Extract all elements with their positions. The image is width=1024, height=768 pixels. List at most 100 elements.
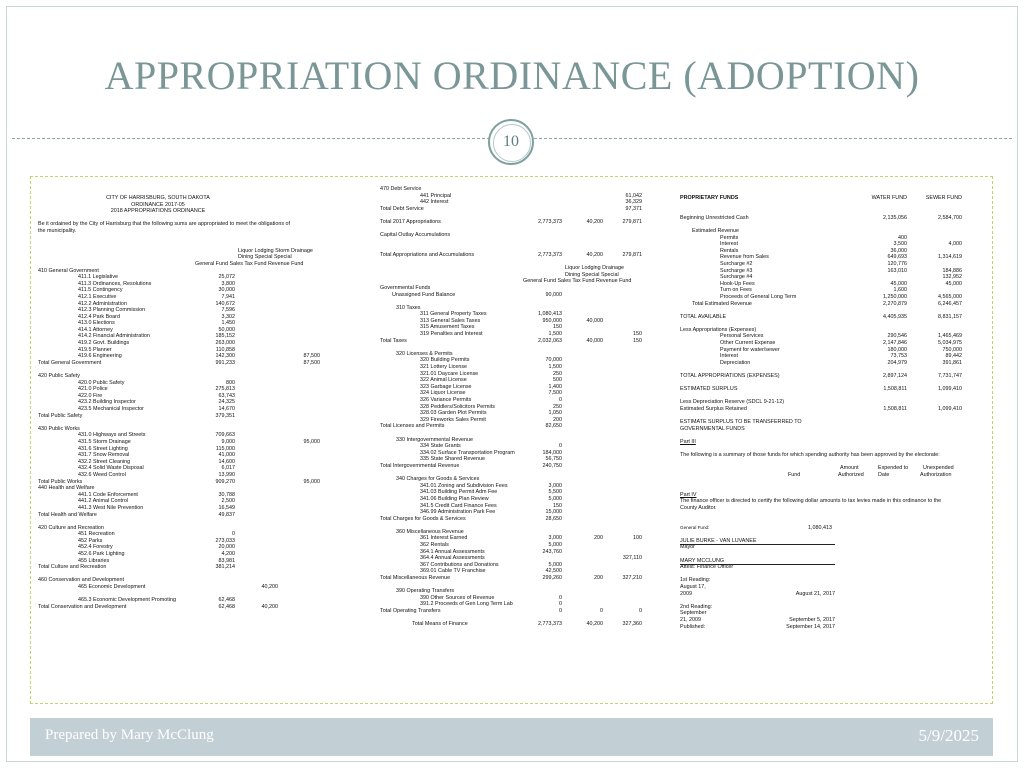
ledger-label: 364.1 Annual Assessments	[420, 548, 485, 555]
ledger-amount: 5,000	[548, 542, 563, 549]
ledger-amount: 7,596	[221, 307, 236, 314]
ledger-amount: 97,371	[625, 205, 643, 212]
ledger-row: 420.0 Public Safety 800	[38, 380, 328, 387]
ledger-amount: 0	[559, 608, 562, 614]
ledger-row: Total Health and Welfare 49,837	[38, 512, 328, 519]
ledger-row: 328 Peddlers/Solicitors Permits 250	[380, 404, 642, 411]
ledger-row: 321.01 Daycare License 250	[380, 371, 642, 378]
ledger-label: Personal Services	[720, 333, 764, 340]
title-divider-right	[534, 138, 1012, 139]
ledger-row: 431.6 Street Lighting 115,000	[38, 446, 328, 453]
ledger-label: 369.01 Cable TV Franchise	[420, 568, 486, 575]
ledger-label: Total Taxes	[380, 337, 407, 344]
ledger-amount: 800	[226, 379, 235, 386]
title-divider-left	[12, 138, 490, 139]
ledger-row: 329 Fireworks Sales Permit 200	[380, 417, 642, 424]
ledger-amount: 4,200	[221, 551, 236, 558]
ledger-amount: 40,200	[586, 621, 604, 628]
ledger-row: 410 General Government	[38, 268, 328, 275]
ledger-label: 432.6 Weed Control	[78, 471, 126, 478]
ledger-amount: 2,135,056	[883, 214, 907, 221]
ledger-row: ESTIMATE SURPLUS TO BE TRANSFERRED TO	[680, 419, 962, 426]
ledger-row	[380, 245, 642, 252]
mayor-title: Mayor	[680, 544, 695, 551]
ledger-amount: 2,147,846	[883, 340, 907, 347]
ledger-amount: 70,000	[545, 357, 563, 364]
officer-title: Attest: Finance Officer	[680, 564, 734, 571]
officer-signature: MARY MCCLUNG	[680, 558, 962, 566]
ledger-row: 441.1 Code Enforcement 30,788	[38, 492, 328, 499]
ledger-row: 431.5 Storm Drainage 9,000 95,000	[38, 439, 328, 446]
ledger-amount: 2,773,373	[538, 218, 562, 225]
ordinance-column-2: 470 Debt Service 441 Principal 61,042 442 I…	[380, 186, 642, 628]
ledger-label: Total General Government	[38, 359, 102, 366]
ledger-label: 431.5 Storm Drainage	[78, 438, 131, 445]
ledger-amount: 1,465,469	[938, 333, 962, 340]
ledger-amount: 3,000	[548, 535, 563, 542]
ledger-label: 432.2 Street Cleaning	[78, 458, 131, 465]
ledger-row: Estimated Revenue	[680, 228, 962, 235]
ledger-row: 310 Taxes	[380, 305, 642, 312]
ledger-row	[680, 366, 962, 373]
ledger-label: 328.03 Garden Plot Permits	[420, 410, 487, 417]
reading-row: 21, 2009 September 5, 2017	[680, 617, 962, 624]
ledger-amount: 1,450	[221, 320, 236, 327]
ledger-label: 390 Operating Transfers	[396, 588, 455, 595]
ledger-amount: 100	[633, 535, 642, 542]
ledger-label: 329 Fireworks Sales Permit	[420, 416, 486, 423]
ledger-row: 460 Conservation and Development	[38, 577, 328, 584]
intro-line: Be it ordained by the City of Harrisburg…	[38, 221, 291, 228]
ledger-row: Total 2017 Appropriations 2,773,373 40,200…	[380, 219, 642, 226]
ledger-row: 360 Miscellaneous Revenue	[380, 529, 642, 536]
ledger-row: 413.0 Elections 1,450	[38, 320, 328, 327]
ledger-label: 340 Charges for Goods & Services	[396, 476, 480, 483]
reading-row: Published: September 14, 2017	[680, 624, 962, 631]
ledger-row: 440 Health and Welfare	[38, 485, 328, 492]
ledger-amount: 40,200	[586, 218, 604, 225]
ledger-amount: 279,871	[622, 251, 643, 258]
ledger-row: ESTIMATED SURPLUS 1,508,811 1,099,410	[680, 386, 962, 393]
ledger-amount: 263,000	[215, 340, 236, 347]
ledger-amount: 7,500	[548, 390, 563, 397]
ledger-amount: 82,650	[545, 423, 563, 430]
ledger-amount: 909,270	[215, 478, 236, 485]
reading-label: 2nd Reading:	[680, 603, 713, 610]
ledger-label: 412.3 Planning Commission	[78, 307, 146, 314]
ledger-label: 321 Lottery License	[420, 364, 468, 371]
reading-row: August 17,	[680, 584, 962, 591]
ledger-amount: 20,000	[218, 544, 236, 551]
ledger-amount: 45,000	[945, 280, 963, 287]
ledger-amount: 8,831,157	[938, 313, 962, 320]
ledger-row: Total Public Safety 379,351	[38, 413, 328, 420]
ledger-row: Depreciation 204,979 391,861	[680, 360, 962, 367]
ledger-row	[680, 202, 962, 209]
doc-header-line: CITY OF HARRISBURG, SOUTH DAKOTA	[106, 195, 210, 201]
ledger-label: Total Public Safety	[38, 412, 83, 419]
ledger-label: 320 Building Permits	[420, 357, 470, 364]
ledger-label: 334.02 Surface Transportation Program	[420, 449, 515, 456]
ledger-label: 432.4 Solid Waste Disposal	[78, 465, 144, 472]
ledger-label: 420.0 Public Safety	[78, 379, 125, 386]
ledger-label: 414.1 Attorney	[78, 326, 113, 333]
ledger-label: Unassigned Fund Balance	[392, 291, 456, 298]
ledger-label: 423.2 Building Inspector	[78, 399, 136, 406]
ledger-amount: 273,033	[215, 537, 236, 544]
ledger-amount: 2,773,373	[538, 251, 562, 258]
ledger-row	[380, 298, 642, 305]
ledger-row: Governmental Funds	[380, 285, 642, 292]
ledger-row: 321 Lottery License 1,500	[380, 364, 642, 371]
ledger-amount: 115,000	[215, 445, 235, 452]
ledger-amount: 40,000	[586, 317, 604, 324]
ledger-amount: 1,400	[548, 383, 563, 390]
proprietary-header: PROPRIETARY FUNDS WATER FUND SEWER FUND	[680, 195, 962, 201]
reading-row: 2nd Reading:	[680, 604, 962, 611]
ledger-amount: 1,050	[548, 410, 563, 417]
ledger-label: 341.5 Credit Card Finance Fees	[420, 502, 497, 509]
ledger-row: 364.1 Annual Assessments 243,760	[380, 549, 642, 556]
ledger-label: 423.5 Mechanical Inspector	[78, 406, 144, 412]
ledger-label: 321.01 Daycare License	[420, 370, 479, 377]
ledger-label: 441 Principal	[420, 192, 452, 199]
ledger-label: Capital Outlay Accumulations	[380, 232, 451, 239]
ledger-label: 431.6 Street Lighting	[78, 445, 128, 452]
ledger-row: 455 Libraries 83,981	[38, 558, 328, 565]
